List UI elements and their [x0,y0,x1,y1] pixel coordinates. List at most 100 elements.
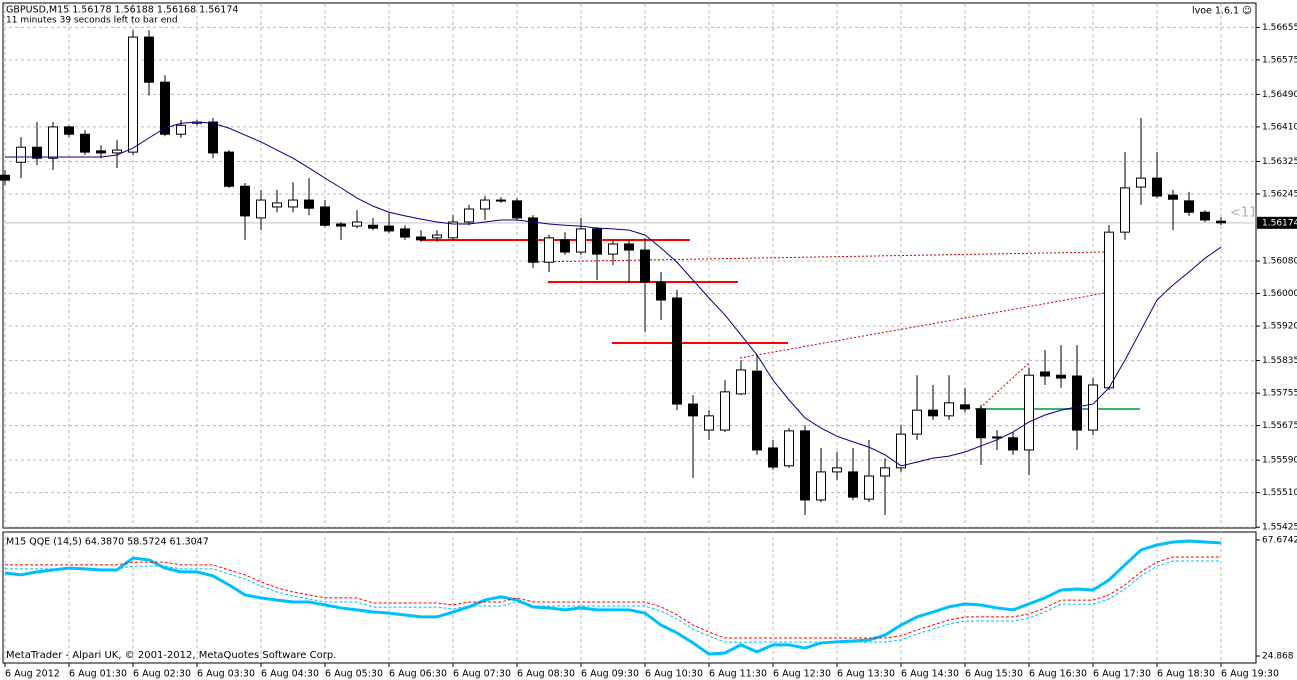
candle-body [1056,374,1066,379]
x-tick-label: 6 Aug 16:30 [1029,669,1087,680]
y-tick-label: 1.55675 [1262,421,1297,431]
candle-body [304,199,314,209]
candle-body [208,121,218,154]
candle-body [656,281,666,301]
copyright-note: MetaTrader - Alpari UK, © 2001-2012, Met… [6,650,336,661]
candle-body [688,403,698,417]
price-box [1257,216,1297,229]
indicator-line [4,539,1222,656]
candle-body [960,404,970,410]
candle-body [560,239,570,253]
candle-body [784,430,794,467]
candle-body [672,297,682,405]
candle-body [80,133,90,153]
candle-body [944,402,954,417]
y-tick-label: 67.6742 [1262,535,1297,545]
candle-body [624,243,634,251]
candle-body [352,221,362,227]
marks [0,30,1226,656]
x-tick-label: 6 Aug 01:30 [69,669,127,680]
trend-line [739,292,1106,359]
candle-body [128,36,138,153]
candle-body [1008,437,1018,451]
y-tick-label: 1.56655 [1262,23,1297,33]
x-tick-label: 6 Aug 04:30 [261,669,319,680]
candle-body [800,430,810,501]
y-tick-label: 1.56245 [1262,189,1297,199]
x-tick-label: 6 Aug 02:30 [133,669,191,680]
candle-body [528,217,538,263]
candle-body [768,447,778,468]
candle-body [1136,177,1146,188]
candle-body [1168,194,1178,200]
x-tick-label: 6 Aug 06:30 [389,669,447,680]
y-tick-label: 1.56000 [1262,289,1297,299]
candle-body [1216,220,1226,224]
candle-body [512,200,522,219]
candle-body [16,146,26,163]
candle-body [336,223,346,227]
candle-body [832,467,842,473]
x-tick-label: 6 Aug 05:30 [325,669,383,680]
candle-body [1184,200,1194,213]
price-box-label: 1.56174 [1262,218,1297,228]
candle-body [1200,211,1210,221]
candle-body [608,243,618,255]
y-tick-label: 1.56325 [1262,157,1297,167]
x-tick-label: 6 Aug 08:30 [517,669,575,680]
candle-body [176,124,186,135]
candle-body [1104,231,1114,389]
candle-body [464,208,474,223]
y-tick-label: 1.55920 [1262,322,1297,332]
x-tick-label: 6 Aug 13:30 [837,669,895,680]
candle-body [1152,177,1162,197]
x-tick-label: 6 Aug 19:30 [1221,669,1279,680]
candle-body [384,225,394,232]
chart-subtitle: 11 minutes 39 seconds left to bar end [6,16,178,26]
candle-body [752,370,762,451]
y-tick-label: 24.868 [1262,652,1294,662]
candle-body [928,409,938,417]
moving-average [5,121,1222,467]
candle-body [240,185,250,217]
candle-body [896,433,906,469]
candle-body [704,415,714,431]
indicator-title: M15 QQE (14,5) 64.3870 58.5724 61.3047 [6,537,209,548]
x-tick-label: 6 Aug 18:30 [1157,669,1215,680]
indicator-line [5,556,1221,639]
x-tick-label: 6 Aug 10:30 [645,669,703,680]
y-tick-label: 1.55510 [1262,488,1297,498]
price-note: <11 [1230,205,1257,220]
candle-body [496,199,506,202]
candle-body [912,409,922,435]
candle-body [736,369,746,395]
candle-body [720,391,730,431]
candle-body [448,221,458,239]
x-tick-label: 6 Aug 14:30 [901,669,959,680]
candle-body [640,249,650,283]
candle-body [432,234,442,239]
y-tick-label: 1.55755 [1262,389,1297,399]
candle-body [592,228,602,255]
candle-body [1088,384,1098,431]
y-tick-label: 1.56410 [1262,122,1297,132]
x-tick-label: 6 Aug 2012 [5,669,60,680]
x-tick-label: 6 Aug 07:30 [453,669,511,680]
y-tick-label: 1.56575 [1262,55,1297,65]
candle-body [48,126,58,159]
trend-line [979,361,1031,409]
candle-body [320,206,330,226]
candle-body [880,467,890,477]
candle-body [480,199,490,210]
candle-body [288,199,298,208]
candle-body [416,236,426,241]
candle-body [576,228,586,253]
candle-body [1040,371,1050,377]
x-tick-label: 6 Aug 12:30 [773,669,831,680]
chart-title: GBPUSD,M15 1.56178 1.56188 1.56168 1.561… [6,5,238,16]
candle-body [1024,374,1034,451]
candle-body [160,81,170,135]
candle-body [96,150,106,154]
